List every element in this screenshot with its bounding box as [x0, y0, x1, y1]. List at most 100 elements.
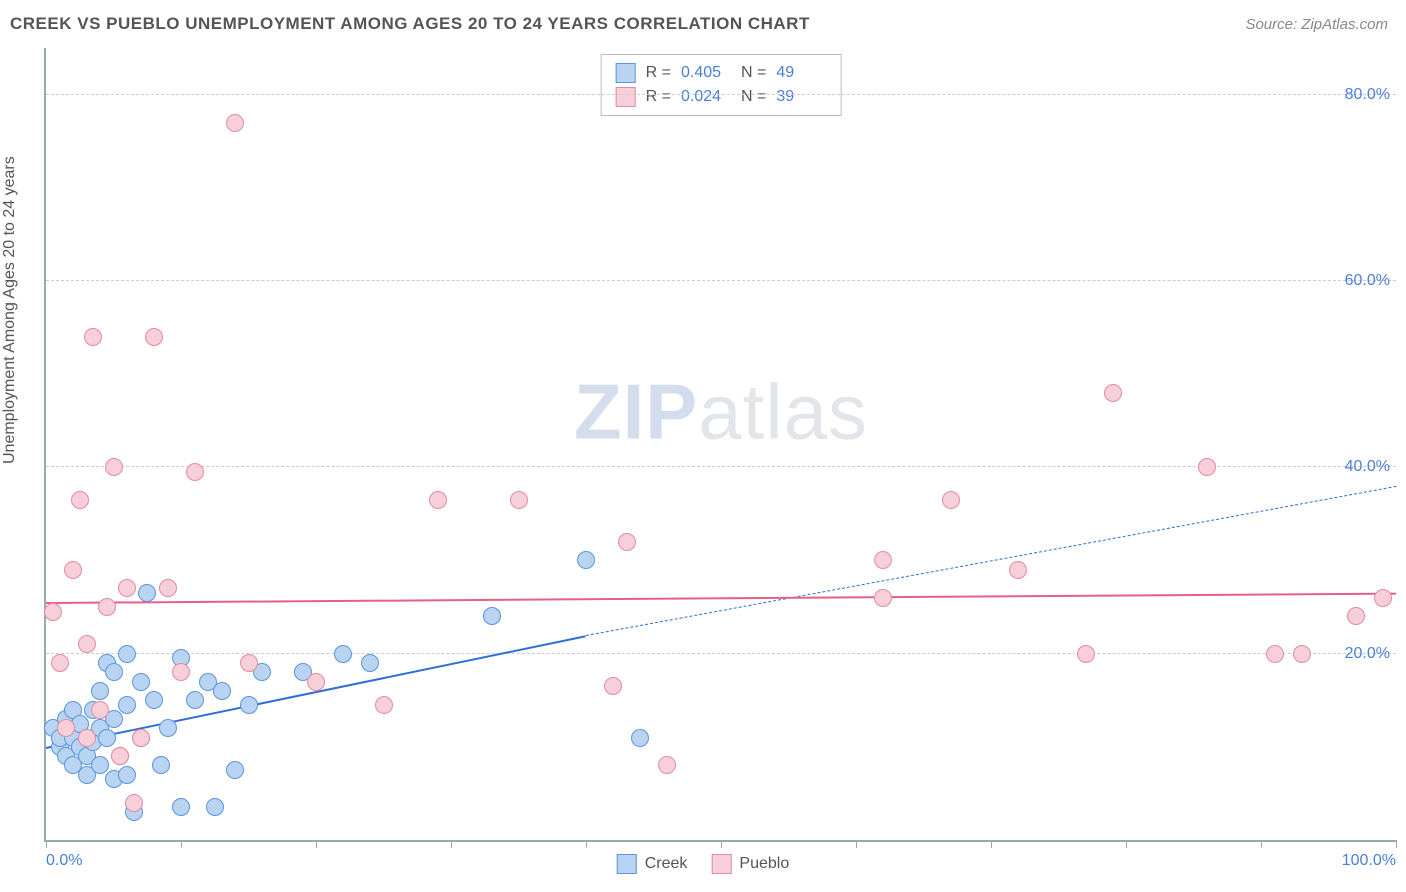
x-tick — [181, 840, 182, 848]
x-tick-label: 0.0% — [46, 852, 82, 870]
scatter-point — [874, 551, 892, 569]
scatter-point — [111, 747, 129, 765]
plot-region: ZIPatlas R =0.405N =49R =0.024N =39 20.0… — [44, 48, 1396, 842]
scatter-point — [1009, 561, 1027, 579]
scatter-point — [64, 561, 82, 579]
scatter-point — [98, 729, 116, 747]
trend-line — [586, 486, 1396, 636]
series-legend: Creek Pueblo — [617, 854, 790, 874]
watermark-zip: ZIP — [574, 368, 698, 456]
scatter-point — [186, 463, 204, 481]
y-tick-label: 80.0% — [1345, 86, 1390, 104]
scatter-point — [1077, 645, 1095, 663]
y-tick-label: 40.0% — [1345, 458, 1390, 476]
scatter-point — [118, 766, 136, 784]
scatter-point — [240, 654, 258, 672]
x-tick — [46, 840, 47, 848]
x-tick — [451, 840, 452, 848]
scatter-point — [483, 607, 501, 625]
scatter-point — [361, 654, 379, 672]
scatter-point — [91, 682, 109, 700]
legend-swatch — [711, 854, 731, 874]
x-tick — [1261, 840, 1262, 848]
scatter-point — [91, 756, 109, 774]
scatter-point — [71, 491, 89, 509]
r-label: R = — [646, 88, 671, 106]
scatter-point — [132, 729, 150, 747]
x-tick — [721, 840, 722, 848]
x-tick-label: 100.0% — [1342, 852, 1396, 870]
x-tick — [1396, 840, 1397, 848]
scatter-point — [618, 533, 636, 551]
legend-swatch — [616, 63, 636, 83]
scatter-point — [51, 654, 69, 672]
scatter-point — [118, 696, 136, 714]
series-name: Pueblo — [739, 855, 789, 873]
scatter-point — [375, 696, 393, 714]
chart-area: ZIPatlas R =0.405N =49R =0.024N =39 20.0… — [44, 48, 1396, 842]
x-tick — [316, 840, 317, 848]
scatter-point — [226, 761, 244, 779]
scatter-point — [152, 756, 170, 774]
gridline-h — [46, 466, 1396, 467]
x-tick — [856, 840, 857, 848]
scatter-point — [105, 458, 123, 476]
scatter-point — [334, 645, 352, 663]
n-value: 49 — [776, 64, 826, 82]
scatter-point — [206, 798, 224, 816]
scatter-point — [145, 328, 163, 346]
scatter-point — [1374, 589, 1392, 607]
gridline-h — [46, 280, 1396, 281]
chart-title: CREEK VS PUEBLO UNEMPLOYMENT AMONG AGES … — [10, 14, 810, 34]
scatter-point — [874, 589, 892, 607]
n-value: 39 — [776, 88, 826, 106]
scatter-point — [1198, 458, 1216, 476]
scatter-point — [604, 677, 622, 695]
trend-line — [46, 593, 1396, 604]
correlation-legend: R =0.405N =49R =0.024N =39 — [601, 54, 842, 116]
scatter-point — [159, 579, 177, 597]
scatter-point — [1347, 607, 1365, 625]
scatter-point — [186, 691, 204, 709]
x-tick — [586, 840, 587, 848]
scatter-point — [942, 491, 960, 509]
scatter-point — [1293, 645, 1311, 663]
x-tick — [991, 840, 992, 848]
scatter-point — [91, 701, 109, 719]
series-legend-item: Pueblo — [711, 854, 789, 874]
y-axis-label: Unemployment Among Ages 20 to 24 years — [1, 156, 19, 464]
scatter-point — [658, 756, 676, 774]
scatter-point — [159, 719, 177, 737]
scatter-point — [213, 682, 231, 700]
scatter-point — [44, 603, 62, 621]
r-value: 0.405 — [681, 64, 731, 82]
y-tick-label: 20.0% — [1345, 645, 1390, 663]
scatter-point — [1104, 384, 1122, 402]
scatter-point — [429, 491, 447, 509]
source-attribution: Source: ZipAtlas.com — [1245, 16, 1388, 33]
gridline-h — [46, 94, 1396, 95]
scatter-point — [118, 645, 136, 663]
scatter-point — [125, 794, 143, 812]
scatter-point — [118, 579, 136, 597]
y-tick-label: 60.0% — [1345, 272, 1390, 290]
scatter-point — [57, 719, 75, 737]
scatter-point — [98, 598, 116, 616]
scatter-point — [307, 673, 325, 691]
r-label: R = — [646, 64, 671, 82]
scatter-point — [78, 635, 96, 653]
x-tick — [1126, 840, 1127, 848]
series-legend-item: Creek — [617, 854, 688, 874]
watermark-atlas: atlas — [698, 368, 868, 456]
stat-legend-row: R =0.024N =39 — [616, 85, 827, 109]
scatter-point — [105, 663, 123, 681]
scatter-point — [226, 114, 244, 132]
watermark: ZIPatlas — [574, 367, 868, 458]
legend-swatch — [616, 87, 636, 107]
r-value: 0.024 — [681, 88, 731, 106]
scatter-point — [132, 673, 150, 691]
scatter-point — [78, 729, 96, 747]
series-name: Creek — [645, 855, 688, 873]
stat-legend-row: R =0.405N =49 — [616, 61, 827, 85]
legend-swatch — [617, 854, 637, 874]
